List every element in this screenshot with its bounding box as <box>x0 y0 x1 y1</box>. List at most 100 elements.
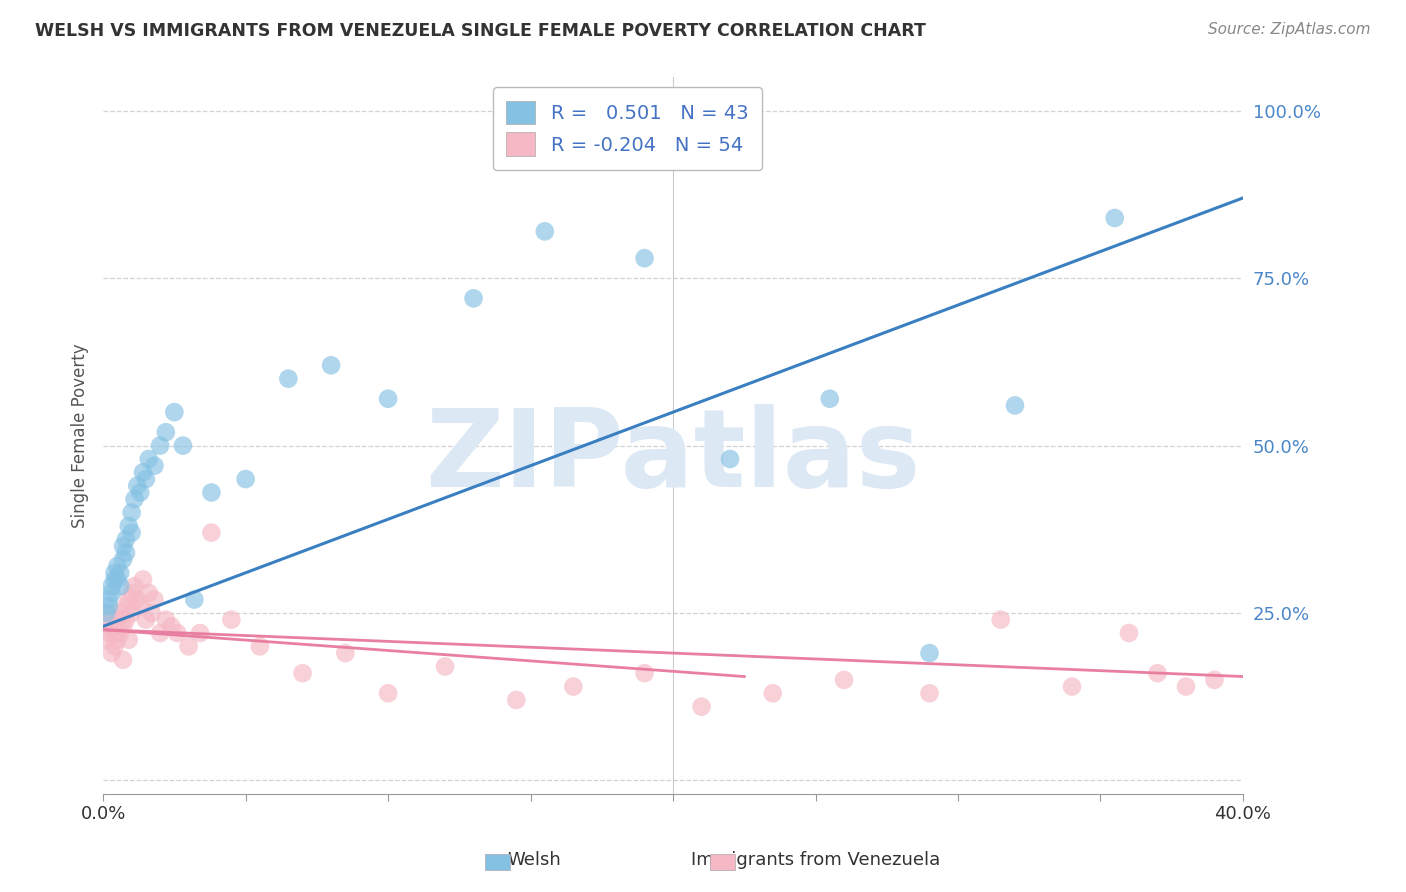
Point <box>112 539 135 553</box>
Point <box>100 586 122 600</box>
Legend: R =   0.501   N = 43, R = -0.204   N = 54: R = 0.501 N = 43, R = -0.204 N = 54 <box>492 87 762 169</box>
Point <box>94 613 117 627</box>
Text: WELSH VS IMMIGRANTS FROM VENEZUELA SINGLE FEMALE POVERTY CORRELATION CHART: WELSH VS IMMIGRANTS FROM VENEZUELA SINGL… <box>35 22 927 40</box>
Point <box>1146 666 1168 681</box>
Point <box>143 458 166 473</box>
Point <box>1175 680 1198 694</box>
Point <box>97 592 120 607</box>
Point <box>115 613 138 627</box>
Point <box>377 392 399 406</box>
Point <box>149 626 172 640</box>
Point <box>221 613 243 627</box>
Point <box>172 439 194 453</box>
Point <box>97 626 120 640</box>
Point <box>103 626 125 640</box>
Point <box>138 586 160 600</box>
Point <box>121 586 143 600</box>
Point <box>103 573 125 587</box>
Point <box>633 666 655 681</box>
Point <box>115 599 138 614</box>
Point <box>1204 673 1226 687</box>
Point <box>105 632 128 647</box>
Point <box>166 626 188 640</box>
Point <box>188 626 211 640</box>
Point <box>533 224 555 238</box>
Point <box>818 392 841 406</box>
Point <box>112 653 135 667</box>
Point <box>249 640 271 654</box>
Point <box>127 479 149 493</box>
Point <box>112 619 135 633</box>
Point <box>129 599 152 614</box>
Point <box>97 599 120 614</box>
Point <box>141 606 163 620</box>
Point <box>138 452 160 467</box>
Point <box>135 613 157 627</box>
Point <box>335 646 357 660</box>
Point <box>103 566 125 580</box>
Point <box>105 573 128 587</box>
Y-axis label: Single Female Poverty: Single Female Poverty <box>72 343 89 528</box>
Text: Source: ZipAtlas.com: Source: ZipAtlas.com <box>1208 22 1371 37</box>
Text: Immigrants from Venezuela: Immigrants from Venezuela <box>690 851 941 869</box>
Point <box>918 646 941 660</box>
Point <box>135 472 157 486</box>
Point <box>160 619 183 633</box>
Point <box>94 606 117 620</box>
Point <box>149 439 172 453</box>
Point <box>121 606 143 620</box>
Point <box>97 606 120 620</box>
Point <box>110 626 132 640</box>
Point <box>562 680 585 694</box>
Point <box>112 552 135 566</box>
Text: Welsh: Welsh <box>508 851 561 869</box>
Point <box>100 646 122 660</box>
Point <box>155 613 177 627</box>
Point <box>121 506 143 520</box>
Point <box>200 485 222 500</box>
Point <box>129 485 152 500</box>
Point <box>115 546 138 560</box>
Point <box>132 466 155 480</box>
Point <box>118 592 141 607</box>
Point <box>633 251 655 265</box>
Point <box>183 592 205 607</box>
Point <box>124 492 146 507</box>
Point <box>143 592 166 607</box>
Point <box>1118 626 1140 640</box>
Point <box>434 659 457 673</box>
Point <box>110 566 132 580</box>
Point <box>100 579 122 593</box>
Point <box>132 573 155 587</box>
Point <box>718 452 741 467</box>
Text: ZIPatlas: ZIPatlas <box>426 404 921 510</box>
Point <box>94 632 117 647</box>
Point <box>235 472 257 486</box>
Point <box>990 613 1012 627</box>
Point <box>1004 399 1026 413</box>
Point <box>103 640 125 654</box>
Point <box>155 425 177 440</box>
Point <box>177 640 200 654</box>
Point <box>118 519 141 533</box>
Point <box>690 699 713 714</box>
Point <box>291 666 314 681</box>
Point <box>1060 680 1083 694</box>
Point <box>121 525 143 540</box>
Point <box>505 693 527 707</box>
Point <box>377 686 399 700</box>
Point <box>110 579 132 593</box>
Point <box>277 372 299 386</box>
Point <box>124 579 146 593</box>
Point <box>1104 211 1126 225</box>
Point <box>115 533 138 547</box>
Point <box>100 619 122 633</box>
Point <box>832 673 855 687</box>
Point <box>319 358 342 372</box>
Point <box>105 613 128 627</box>
Point <box>918 686 941 700</box>
Point <box>127 592 149 607</box>
Point <box>118 632 141 647</box>
Point <box>200 525 222 540</box>
Point <box>762 686 785 700</box>
